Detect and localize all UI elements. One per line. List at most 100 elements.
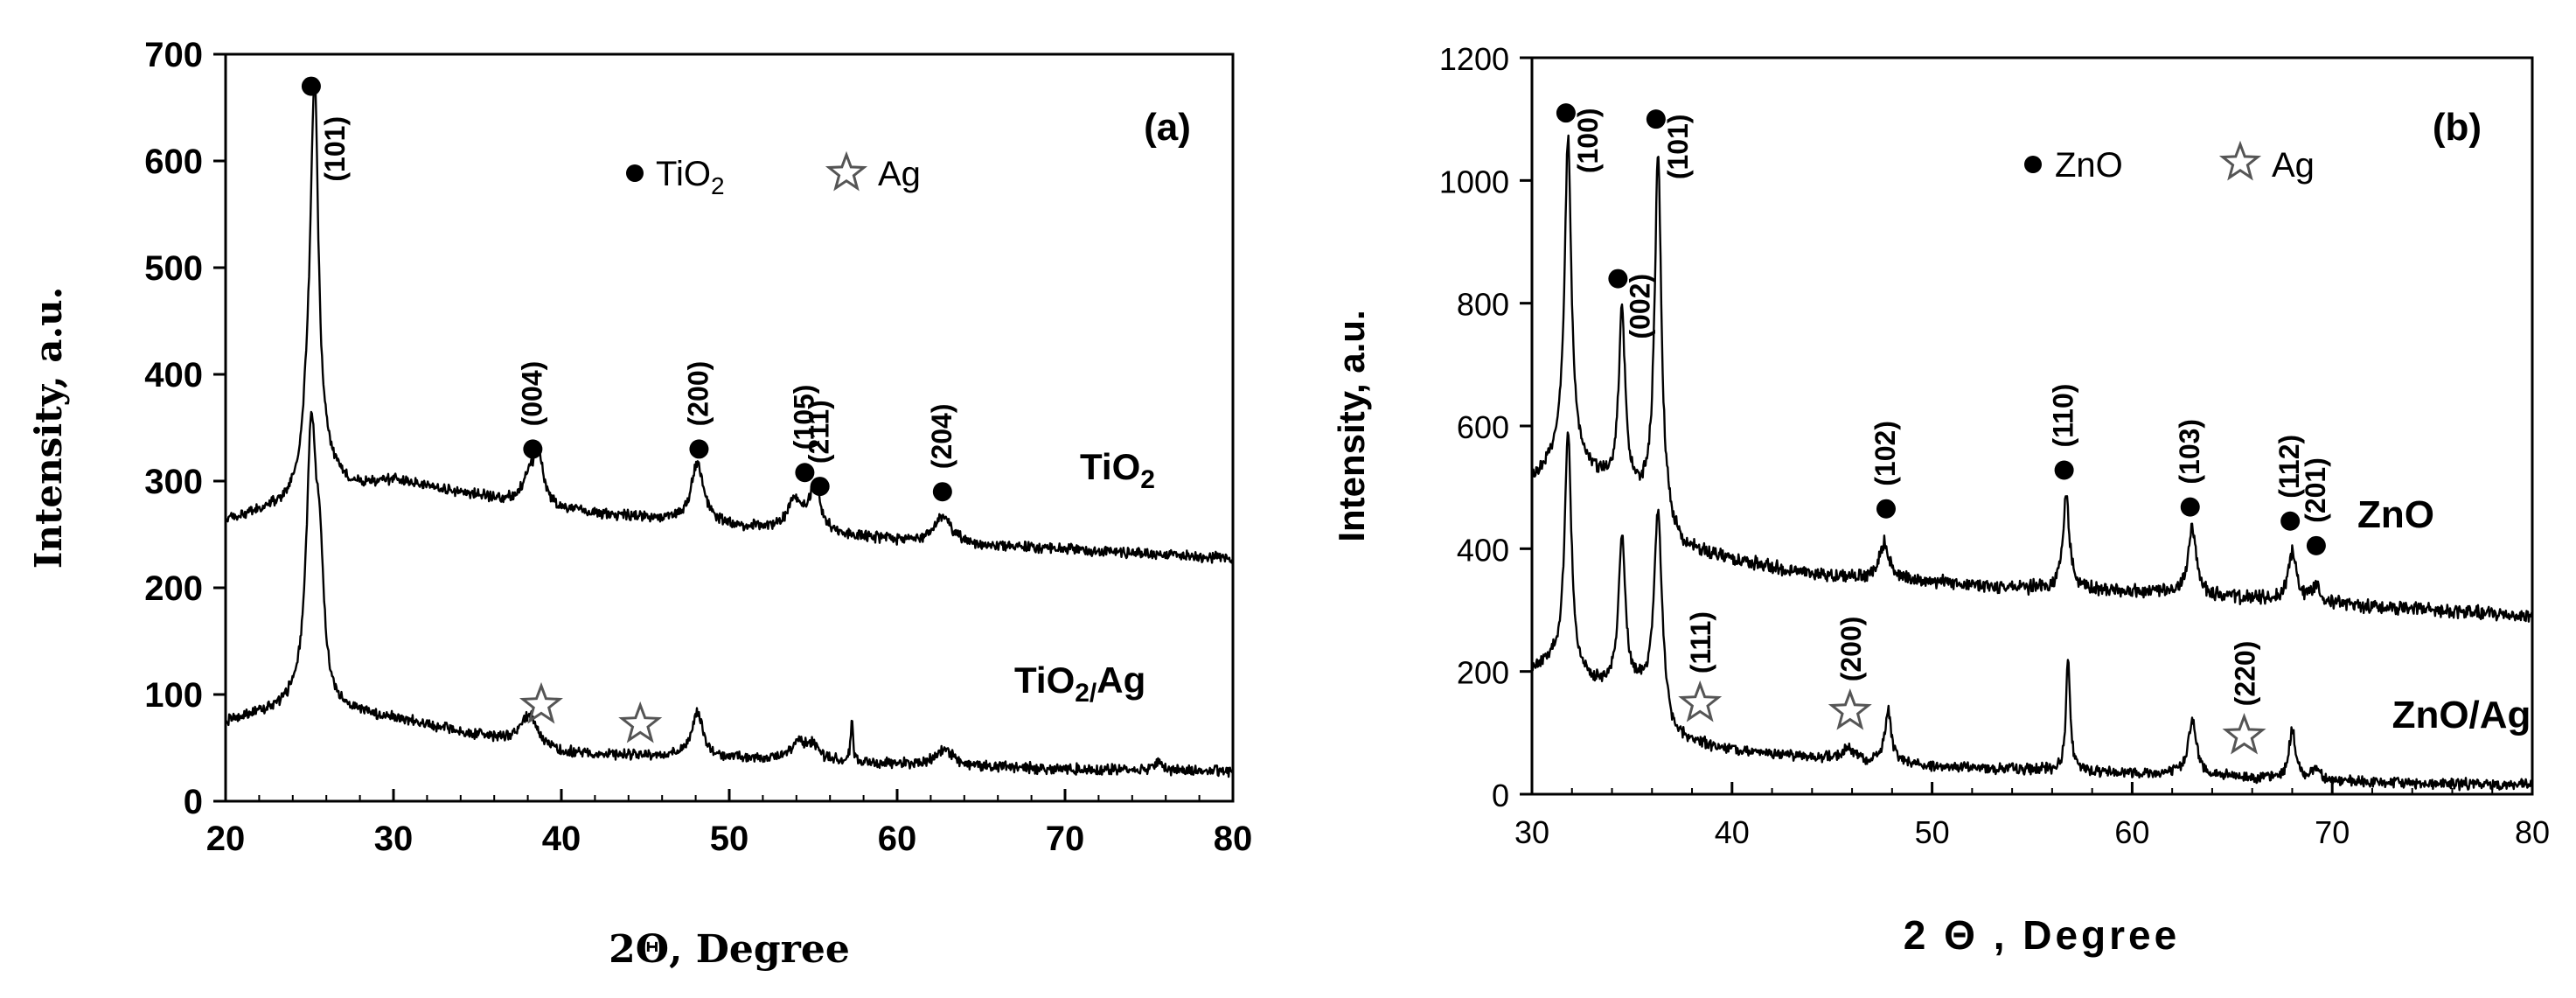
legend-label-tio2: TiO2 [656, 155, 725, 199]
panel-a-annotations: (101) (004) (200) (105)(211) (204) [301, 76, 957, 743]
y-tick-label: 600 [144, 143, 203, 181]
peak-hkl-label: (100) [1572, 108, 1604, 173]
peak-dot-icon [2306, 535, 2326, 555]
peak-dot-icon [523, 439, 543, 459]
x-tick-label: 60 [2114, 814, 2149, 850]
peak-dot-icon [932, 482, 952, 502]
panel-a-y-axis-label: Intensity, a.u. [27, 287, 70, 569]
x-tick-label: 40 [542, 820, 581, 858]
y-tick-label: 700 [144, 36, 203, 74]
peak-star-icon [618, 701, 663, 743]
y-tick-label: 1200 [1439, 41, 1509, 77]
x-tick-label: 50 [710, 820, 749, 858]
legend-label-ag: Ag [878, 155, 921, 193]
panel-b-x-axis-label: 2 Θ , Degree [1904, 912, 2180, 958]
peak-dot-icon [795, 463, 815, 483]
peak-dot-icon [2280, 511, 2301, 531]
panel-b-legend: ZnO Ag [2024, 140, 2315, 185]
y-tick-label: 300 [144, 463, 203, 501]
x-tick-label: 70 [1046, 820, 1085, 858]
series-label-tio2ag-tail: Ag [1097, 660, 1145, 701]
peak-hkl-label: (103) [2174, 419, 2205, 485]
y-tick-label: 400 [144, 356, 203, 394]
panel-b-series [1530, 134, 2534, 792]
peak-dot-icon [301, 76, 321, 96]
peak-hkl-label: (200) [682, 361, 714, 427]
panel-b-y-axis-label: Intensity, a.u. [1331, 310, 1372, 541]
panel-a-series [224, 80, 1235, 778]
peak-dot-icon [2054, 460, 2074, 480]
y-tick-label: 200 [144, 569, 203, 608]
legend-star-icon [825, 150, 868, 192]
panel-b-label: (b) [2433, 106, 2482, 149]
legend-label-ag: Ag [2272, 146, 2315, 185]
peak-dot-icon [1556, 103, 1576, 123]
x-tick-label: 50 [1915, 814, 1950, 850]
x-tick-label: 80 [2515, 814, 2550, 850]
panel-a-x-axis-label: 2Θ, Degree [609, 927, 850, 972]
peak-hkl-label: (002) [1624, 274, 1655, 339]
series-label-zno-ag: ZnO/Ag [2392, 694, 2531, 736]
x-tick-label: 30 [374, 820, 414, 858]
peak-dot-icon [2180, 497, 2200, 517]
panel-a-legend: TiO2 Ag [626, 150, 921, 199]
peak-star-icon [519, 681, 563, 724]
peak-hkl-label: (101) [1662, 114, 1694, 179]
series-label-tio2-text: TiO [1080, 446, 1140, 487]
legend-dot-icon [2024, 156, 2042, 173]
panel-b-annotations: (100) (002) (101) (102) (110) (103) (112)(201)… [1556, 103, 2331, 755]
peak-dot-icon [810, 477, 830, 497]
legend-label-text: TiO [656, 155, 711, 193]
peak-dot-icon [1646, 109, 1666, 129]
panel-a-label: (a) [1144, 106, 1191, 149]
x-tick-label: 80 [1214, 820, 1253, 858]
y-tick-label: 500 [144, 249, 203, 288]
peak-hkl-label: (110) [2048, 384, 2079, 448]
series-label-tio2ag-sub: 2/ [1075, 679, 1097, 708]
y-tick-label: 100 [144, 676, 203, 715]
peak-star-icon [1828, 688, 1872, 730]
x-tick-label: 20 [206, 820, 246, 858]
peak-hkl-label: (211) [804, 400, 835, 464]
x-tick-label: 70 [2315, 814, 2350, 850]
peak-dot-icon [1876, 499, 1896, 519]
y-tick-label: 800 [1457, 287, 1509, 323]
peak-star-icon [1678, 680, 1723, 722]
series-line-zno [1530, 134, 2534, 623]
peak-star-icon [2222, 713, 2266, 755]
peak-hkl-label: (112) [2273, 435, 2305, 499]
panel-a-ticks: 20 30 40 50 60 70 80 0 100 200 300 400 500 600 700 [144, 36, 1252, 858]
y-tick-label: 200 [1457, 655, 1509, 691]
x-tick-label: 30 [1514, 814, 1549, 850]
peak-dot-icon [689, 439, 709, 459]
legend-label-sub: 2 [711, 172, 725, 199]
series-label-tio2-sub: 2 [1140, 465, 1155, 494]
y-tick-label: 1000 [1439, 164, 1509, 199]
series-label-tio2ag-text: TiO [1014, 660, 1075, 701]
series-label-tio2-ag: TiO2/Ag [1014, 660, 1145, 708]
series-label-tio2: TiO2 [1080, 446, 1155, 494]
series-line-tio2-ag [224, 410, 1234, 778]
x-tick-label: 40 [1715, 814, 1750, 850]
peak-hkl-label: (101) [319, 116, 351, 182]
peak-hkl-label: (201) [2300, 457, 2331, 523]
x-tick-label: 60 [878, 820, 917, 858]
peak-hkl-label: (102) [1869, 421, 1901, 486]
peak-hkl-label: (105) [788, 385, 819, 450]
legend-label-zno: ZnO [2055, 146, 2123, 185]
y-tick-label: 0 [1492, 778, 1509, 813]
peak-dot-icon [1608, 269, 1628, 289]
panel-a-chart: 20 30 40 50 60 70 80 0 100 200 300 400 500 600 700 (10… [27, 36, 1252, 972]
peak-hkl-label: (220) [2230, 641, 2261, 707]
legend-star-icon [2218, 140, 2262, 181]
series-line-tio2 [224, 80, 1235, 564]
peak-hkl-label: (111) [1685, 611, 1716, 673]
legend-dot-icon [626, 164, 644, 182]
series-label-zno: ZnO [2357, 493, 2434, 536]
y-tick-label: 0 [184, 783, 203, 821]
y-tick-label: 600 [1457, 409, 1509, 445]
peak-hkl-label: (200) [1835, 617, 1867, 682]
